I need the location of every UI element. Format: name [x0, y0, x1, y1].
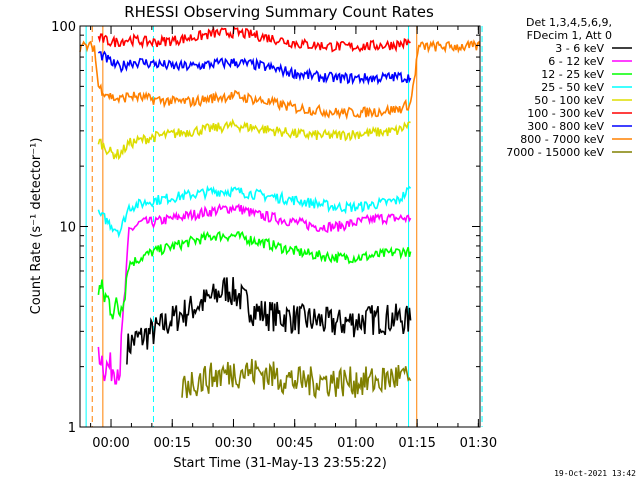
legend-entry-label: 300 - 800 keV: [527, 120, 604, 133]
legend-entry-label: 50 - 100 keV: [534, 94, 604, 107]
y-axis-label: Count Rate (s⁻¹ detector⁻¹): [29, 138, 44, 315]
x-tick-label: 01:30: [460, 436, 497, 451]
legend-header: Det 1,3,4,5,6,9,: [526, 16, 612, 29]
x-tick-label: 00:30: [215, 436, 252, 451]
series-layer: [79, 25, 481, 400]
series-line-0: [126, 277, 412, 365]
legend-header: FDecim 1, Att 0: [527, 29, 612, 42]
series-line-1: [97, 202, 412, 385]
y-tick-label: 1: [68, 421, 76, 436]
y-tick-label: 100: [51, 20, 76, 35]
series-line-7: [79, 39, 481, 121]
series-line-6: [97, 50, 412, 86]
y-tick-label: 10: [59, 221, 76, 236]
legend-entry-label: 3 - 6 keV: [555, 42, 604, 55]
series-line-3: [97, 184, 412, 239]
x-tick-label: 00:00: [92, 436, 129, 451]
x-tick-label: 01:00: [337, 436, 374, 451]
chart-title: RHESSI Observing Summary Count Rates: [124, 3, 434, 21]
legend-entry-label: 6 - 12 keV: [548, 55, 604, 68]
legend-entry-label: 12 - 25 keV: [541, 68, 604, 81]
legend-entry-label: 100 - 300 keV: [527, 107, 604, 120]
series-line-5: [97, 25, 411, 53]
series-line-4: [97, 118, 411, 161]
x-tick-label: 00:45: [276, 436, 313, 451]
x-tick-label: 01:15: [398, 436, 435, 451]
series-line-2: [97, 230, 412, 320]
footer-date: 19-Oct-2021 13:42: [554, 469, 636, 478]
series-line-8: [181, 358, 412, 400]
legend: Det 1,3,4,5,6,9,FDecim 1, Att 03 - 6 keV…: [506, 16, 632, 159]
x-axis-label: Start Time (31-May-13 23:55:22): [173, 456, 387, 471]
legend-entry-label: 25 - 50 keV: [541, 81, 604, 94]
axes: 00:00 00:15 00:30 00:45 01:00 01:15 01:30 1 10 10…: [51, 20, 497, 451]
x-tick-label: 00:15: [154, 436, 191, 451]
legend-entry-label: 800 - 7000 keV: [520, 133, 604, 146]
legend-entry-label: 7000 - 15000 keV: [506, 146, 604, 159]
